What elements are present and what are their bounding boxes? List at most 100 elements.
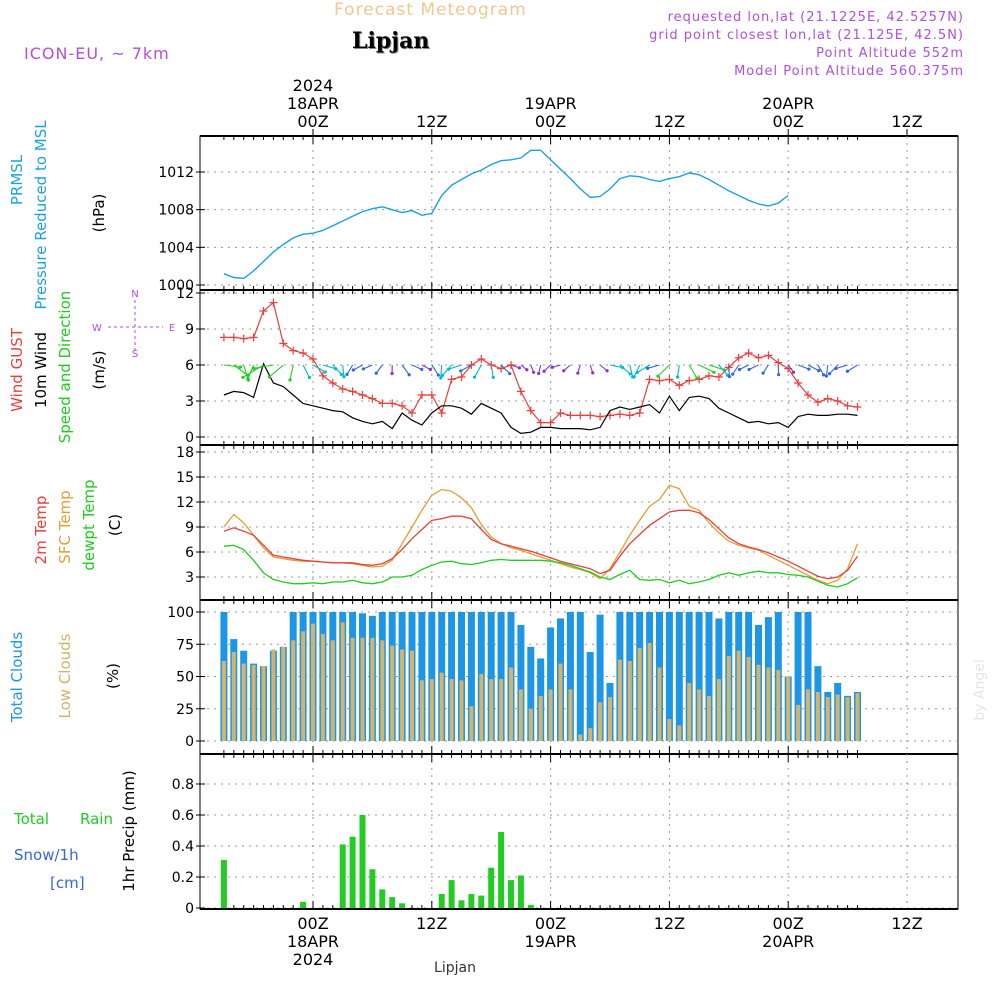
bottom-year-label: 2024 [293,950,334,969]
low-cloud-bar [320,633,325,741]
wind-direction-arrow [322,364,337,370]
total-cloud-bar [517,624,525,741]
wind-direction-arrow [332,364,342,375]
precip-rain-label: Rain [80,810,113,828]
gust-marker [437,409,446,417]
wind-arrow-head [532,370,536,374]
gust-marker [625,411,634,420]
wind-arrow-head [822,373,826,377]
low-cloud-bar [598,702,603,741]
wind-direction-arrow [401,364,410,376]
dewpt-label: dewpt Temp [80,479,98,570]
wind-direction-arrow [647,364,660,369]
top-date-label: 18APR [287,94,339,113]
precip-snow-label: Snow/1h [14,846,79,864]
wind-arrow-head [439,376,443,380]
pressure-label-long: Pressure Reduced to MSL [32,120,50,310]
precip-snow-unit: [cm] [50,874,85,892]
wind-arrow-head [307,375,312,379]
gust-marker [526,406,535,415]
low-cloud-bar [786,676,791,741]
precip-bar [468,894,475,908]
low-cloud-bar [241,663,246,741]
wind-direction-arrow [817,364,825,376]
bottom-hour-label: 00Z [773,914,804,933]
wind-direction-arrow [253,364,274,369]
gust-marker [348,387,357,396]
wind-arrow-head [446,367,451,371]
wind-direction-arrow [835,364,848,369]
wind-arrow-head [632,375,636,379]
wind-direction-arrow [732,364,740,375]
total-clouds-label: Total Clouds [8,632,26,724]
pressure-line [223,149,789,280]
low-cloud-bar [588,728,593,741]
wind-direction-arrow [411,364,422,370]
gust-marker [358,391,367,399]
pressure-unit-label: (hPa) [90,194,108,233]
wind-arrow-head [428,367,432,372]
low-cloud-bar [835,694,840,741]
wind-unit-label: (m/s) [90,350,108,389]
wind-arrow-head [761,371,765,375]
total-cloud-bar [576,612,584,741]
precip-bar [379,889,386,908]
top-hour-label: 12Z [416,112,447,131]
total-cloud-bar [794,612,802,741]
wind-direction-arrow [346,364,354,375]
wind-direction-arrow [797,364,810,370]
wind-direction-arrow [698,364,715,373]
precip-axis-label: 1hr Precip (mm) [120,770,138,891]
grid-coords: grid point closest lon,lat (21.125E, 42.… [649,28,964,43]
sfc-temp-line [223,484,859,585]
low-cloud-bar [548,689,553,741]
panel-frame-pressure [199,135,959,291]
gust-marker [596,412,605,421]
wind-arrow-head [550,365,555,369]
top-date-label: 19APR [525,94,577,113]
low-cloud-bar [677,725,682,741]
gust-marker [853,403,862,411]
gust-marker [705,371,713,380]
wind-direction-arrow [739,364,749,370]
wind-arrow-head [390,371,394,376]
total-cloud-bar [418,612,426,741]
wind-arrow-head [351,368,355,372]
low-cloud-bar [855,693,860,741]
gust-marker [804,391,812,399]
precip-bar [369,869,376,908]
low-cloud-bar [528,708,533,741]
gust-marker [536,418,545,427]
gust-marker [714,373,723,381]
total-cloud-bar [685,612,693,741]
sfc-temp-label: SFC Temp [56,490,74,563]
y-tick-label: 6 [185,358,194,374]
low-cloud-bar [281,646,286,741]
credit-watermark: by Angel [972,659,988,720]
wind-direction-arrow [289,364,294,381]
low-cloud-bar [756,664,761,741]
wind-direction-arrow [629,364,634,378]
wind-direction-arrow [825,364,829,377]
wind-direction-arrow [460,364,472,372]
precip-bar [339,844,346,908]
wind-direction-arrow [748,364,759,370]
wind-direction-arrow [448,364,462,370]
gust-marker [378,399,387,408]
precip-bar [349,836,356,908]
wind-arrow-head [407,373,411,377]
precip-bar [498,832,505,908]
top-year-label: 2024 [293,76,334,95]
wind-direction-arrow [440,364,443,379]
gust-marker [259,307,268,315]
precip-bar [488,867,495,908]
wind-arrow-head [834,366,838,371]
bottom-hour-label: 12Z [654,914,685,933]
low-cloud-bar [439,672,444,741]
compass-s: S [132,349,138,360]
point-altitude: Point Altitude 552m [816,46,964,61]
wind-direction-arrow [718,364,728,376]
low-cloud-bar [568,689,573,741]
low-cloud-bar [558,663,563,741]
gust-marker [823,394,832,403]
